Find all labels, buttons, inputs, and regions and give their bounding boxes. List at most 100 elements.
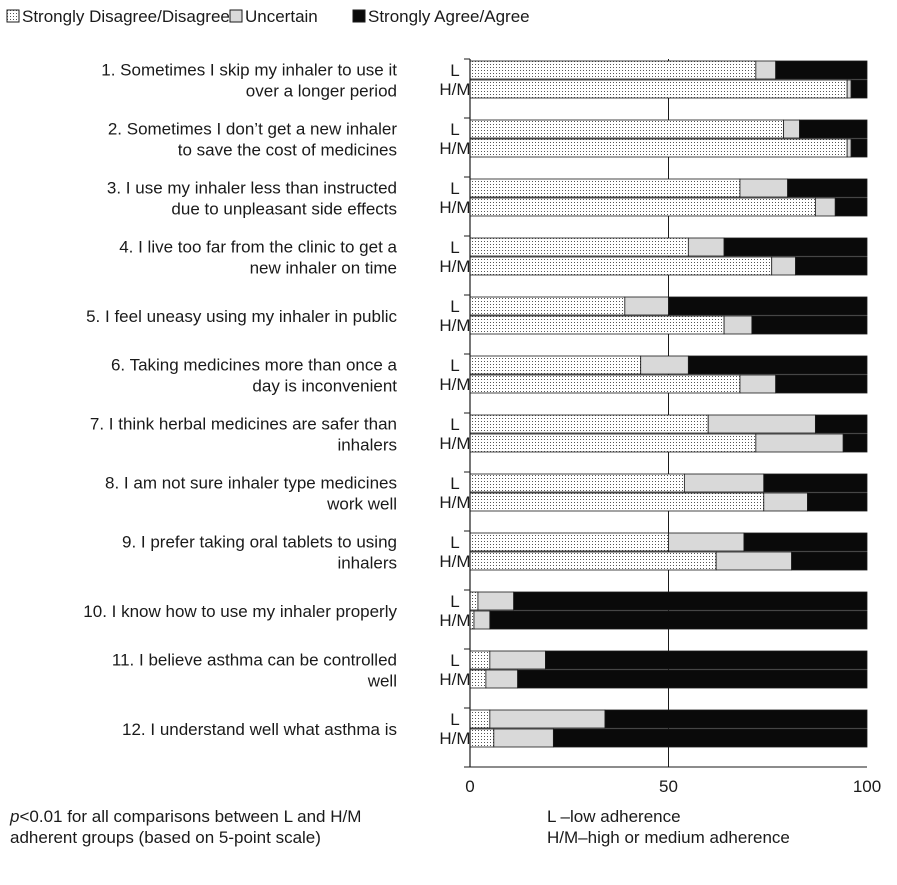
disagree-segment-10-l: [469, 591, 479, 611]
agree-segment-6-l: [687, 355, 868, 375]
agree-segment-12-l: [604, 709, 868, 729]
category-label-2: 2. Sometimes I don’t get a new inhaler: [108, 120, 397, 139]
disagree-segment-5-l: [469, 296, 626, 316]
uncertain-segment-4-hm: [771, 256, 796, 276]
legend-disagree-label: Strongly Disagree/Disagree: [22, 7, 230, 26]
significance-line-2: adherent groups (based on 5-point scale): [10, 828, 321, 847]
legend-uncertain-swatch: [229, 9, 243, 23]
group-label: H/M: [439, 375, 470, 394]
category-label-1: over a longer period: [246, 82, 397, 101]
disagree-segment-9-hm: [469, 551, 717, 571]
stacked-bar-chart: Strongly Disagree/Disagree Uncertain Stron…: [6, 7, 881, 796]
disagree-segment-8-hm: [469, 492, 765, 512]
group-label: L: [450, 710, 459, 729]
category-label-8: work well: [326, 495, 397, 514]
category-label-7: inhalers: [337, 436, 397, 455]
agree-segment-5-l: [668, 296, 868, 316]
agree-segment-3-l: [787, 178, 868, 198]
disagree-segment-9-l: [469, 532, 669, 552]
agree-segment-10-hm: [489, 610, 868, 630]
category-label-4: new inhaler on time: [250, 259, 397, 278]
significance-line-1: <0.01 for all comparisons between L and …: [19, 807, 362, 826]
disagree-segment-4-hm: [469, 256, 773, 276]
category-label-9: inhalers: [337, 554, 397, 573]
category-label-2: to save the cost of medicines: [178, 141, 397, 160]
group-label: L: [450, 61, 459, 80]
x-tick-label: 0: [465, 777, 474, 796]
legend-disagree-swatch: [6, 9, 20, 23]
group-label: L: [450, 592, 459, 611]
group-label: H/M: [439, 80, 470, 99]
agree-segment-4-l: [723, 237, 868, 257]
category-label-5: 5. I feel uneasy using my inhaler in pub…: [86, 307, 397, 326]
group-label: L: [450, 120, 459, 139]
uncertain-segment-12-hm: [493, 728, 554, 748]
group-label: H/M: [439, 139, 470, 158]
agree-segment-11-l: [545, 650, 868, 670]
category-label-1: 1. Sometimes I skip my inhaler to use it: [101, 61, 397, 80]
category-label-6: 6. Taking medicines more than once a: [111, 356, 398, 375]
uncertain-segment-3-l: [739, 178, 789, 198]
group-label: L: [450, 356, 459, 375]
category-label-3: 3. I use my inhaler less than instructed: [107, 179, 397, 198]
disagree-segment-3-l: [469, 178, 741, 198]
category-label-11: well: [367, 672, 397, 691]
uncertain-segment-12-l: [489, 709, 606, 729]
low-adherence-key: L –low adherence: [547, 807, 681, 826]
uncertain-segment-8-hm: [763, 492, 808, 512]
category-label-4: 4. I live too far from the clinic to get…: [119, 238, 397, 257]
disagree-segment-5-hm: [469, 315, 725, 335]
x-tick-label: 100: [853, 777, 881, 796]
uncertain-segment-10-l: [477, 591, 515, 611]
plot-area: [469, 59, 868, 767]
group-label: H/M: [439, 670, 470, 689]
disagree-segment-11-l: [469, 650, 491, 670]
x-tick-label: 50: [659, 777, 678, 796]
uncertain-segment-6-l: [640, 355, 689, 375]
uncertain-segment-8-l: [683, 473, 765, 493]
agree-segment-9-hm: [791, 551, 868, 571]
uncertain-segment-2-hm: [846, 138, 852, 158]
group-label: H/M: [439, 198, 470, 217]
group-label: L: [450, 179, 459, 198]
category-label-6: day is inconvenient: [252, 377, 397, 396]
group-label: H/M: [439, 434, 470, 453]
uncertain-segment-10-hm: [473, 610, 491, 630]
agree-segment-10-l: [513, 591, 868, 611]
p-symbol: p: [10, 807, 20, 826]
uncertain-segment-7-l: [707, 414, 816, 434]
group-label: H/M: [439, 729, 470, 748]
agree-segment-8-hm: [807, 492, 868, 512]
category-label-7: 7. I think herbal medicines are safer th…: [90, 415, 397, 434]
disagree-segment-4-l: [469, 237, 689, 257]
group-label: L: [450, 651, 459, 670]
disagree-segment-7-l: [469, 414, 709, 434]
agree-segment-9-l: [743, 532, 868, 552]
uncertain-segment-5-l: [624, 296, 669, 316]
agree-segment-11-hm: [517, 669, 868, 689]
group-label: H/M: [439, 257, 470, 276]
disagree-segment-6-hm: [469, 374, 741, 394]
group-label: H/M: [439, 316, 470, 335]
uncertain-segment-1-hm: [846, 79, 852, 99]
legend-agree-label: Strongly Agree/Agree: [368, 7, 530, 26]
agree-segment-7-l: [814, 414, 868, 434]
category-label-9: 9. I prefer taking oral tablets to using: [122, 533, 397, 552]
disagree-segment-7-hm: [469, 433, 757, 453]
disagree-segment-11-hm: [469, 669, 487, 689]
group-label: H/M: [439, 611, 470, 630]
category-labels: LH/M1. Sometimes I skip my inhaler to us…: [83, 61, 470, 749]
group-key-footnote: L –low adherence H/M–high or medium adhe…: [547, 806, 790, 848]
x-axis: 050100Proportion of patients (%): [464, 58, 881, 796]
agree-segment-12-hm: [552, 728, 868, 748]
category-label-12: 12. I understand well what asthma is: [122, 720, 397, 739]
legend-agree-swatch: [352, 9, 366, 23]
uncertain-segment-9-hm: [715, 551, 792, 571]
agree-segment-2-l: [799, 119, 868, 139]
category-label-3: due to unpleasant side effects: [171, 200, 397, 219]
disagree-segment-3-hm: [469, 197, 816, 217]
category-label-10: 10. I know how to use my inhaler properl…: [83, 602, 397, 621]
group-label: L: [450, 533, 459, 552]
agree-segment-3-hm: [834, 197, 868, 217]
disagree-segment-6-l: [469, 355, 642, 375]
